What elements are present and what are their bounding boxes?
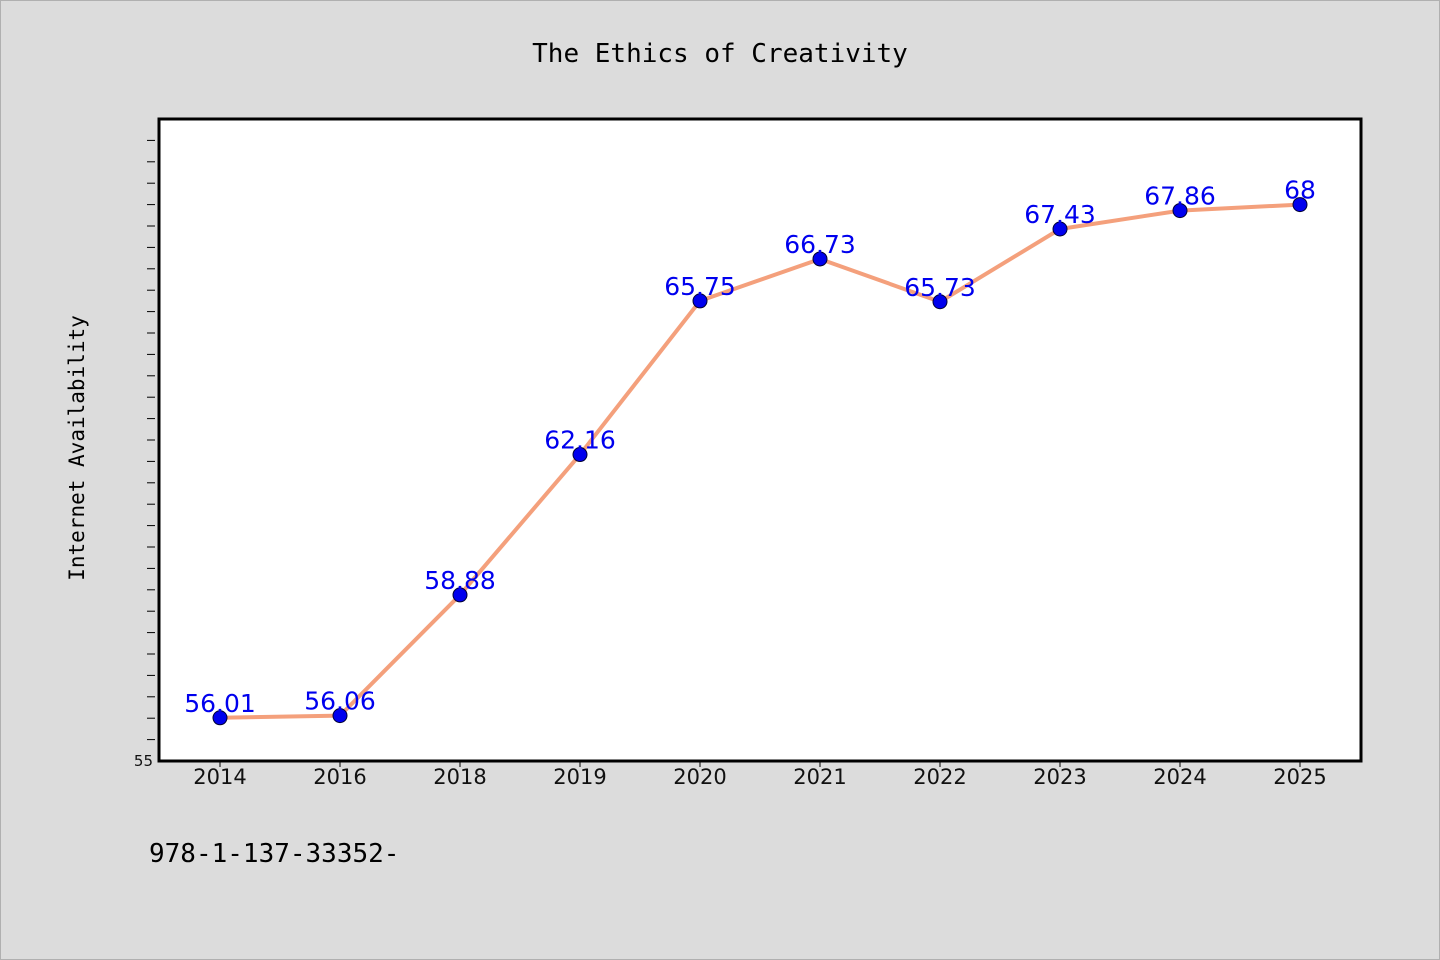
data-point [452, 587, 468, 603]
x-tick-label: 2025 [1273, 765, 1326, 789]
data-label: 56.06 [304, 687, 376, 716]
y-tick-label: 55 [134, 752, 153, 770]
x-tick-label: 2019 [553, 765, 606, 789]
data-label: 65.73 [904, 273, 976, 302]
plot-area [157, 117, 1363, 763]
data-label: 66.73 [784, 230, 856, 259]
data-label: 62.16 [544, 426, 616, 455]
x-tick-label: 2020 [673, 765, 726, 789]
footer-isbn: 978-1-137-33352- [149, 839, 399, 869]
x-tick-label: 2022 [913, 765, 966, 789]
data-point [932, 294, 948, 310]
data-label: 67.86 [1144, 182, 1216, 211]
data-labels: 56.01 56.06 58.88 62.16 65.75 66.73 65.73 67.43… [184, 176, 1316, 718]
data-label: 56.01 [184, 689, 256, 718]
series-line-group [218, 202, 1302, 720]
data-point [1292, 197, 1308, 213]
x-tick-label: 2021 [793, 765, 846, 789]
data-point [1052, 221, 1068, 237]
y-axis-ticks: 55 [134, 139, 155, 770]
x-tick-label: 2018 [433, 765, 486, 789]
data-label: 65.75 [664, 272, 736, 301]
x-axis-ticks: 2014 2016 2018 2019 2020 2021 2022 2023 2024 2025 [193, 761, 1327, 789]
data-point [572, 447, 588, 463]
data-label: 68 [1284, 176, 1316, 205]
y-axis-label: Internet Availability [65, 315, 89, 581]
data-point [692, 293, 708, 309]
series-line [218, 202, 1302, 720]
data-point [812, 251, 828, 267]
x-tick-label: 2023 [1033, 765, 1086, 789]
x-tick-label: 2014 [193, 765, 246, 789]
x-tick-label: 2024 [1153, 765, 1206, 789]
data-point [212, 710, 228, 726]
data-markers [212, 197, 1308, 726]
chart-title: The Ethics of Creativity [532, 39, 908, 69]
data-label: 67.43 [1024, 200, 1096, 229]
data-label: 58.88 [424, 566, 496, 595]
data-point [332, 708, 348, 724]
x-tick-label: 2016 [313, 765, 366, 789]
data-point [1172, 203, 1188, 219]
